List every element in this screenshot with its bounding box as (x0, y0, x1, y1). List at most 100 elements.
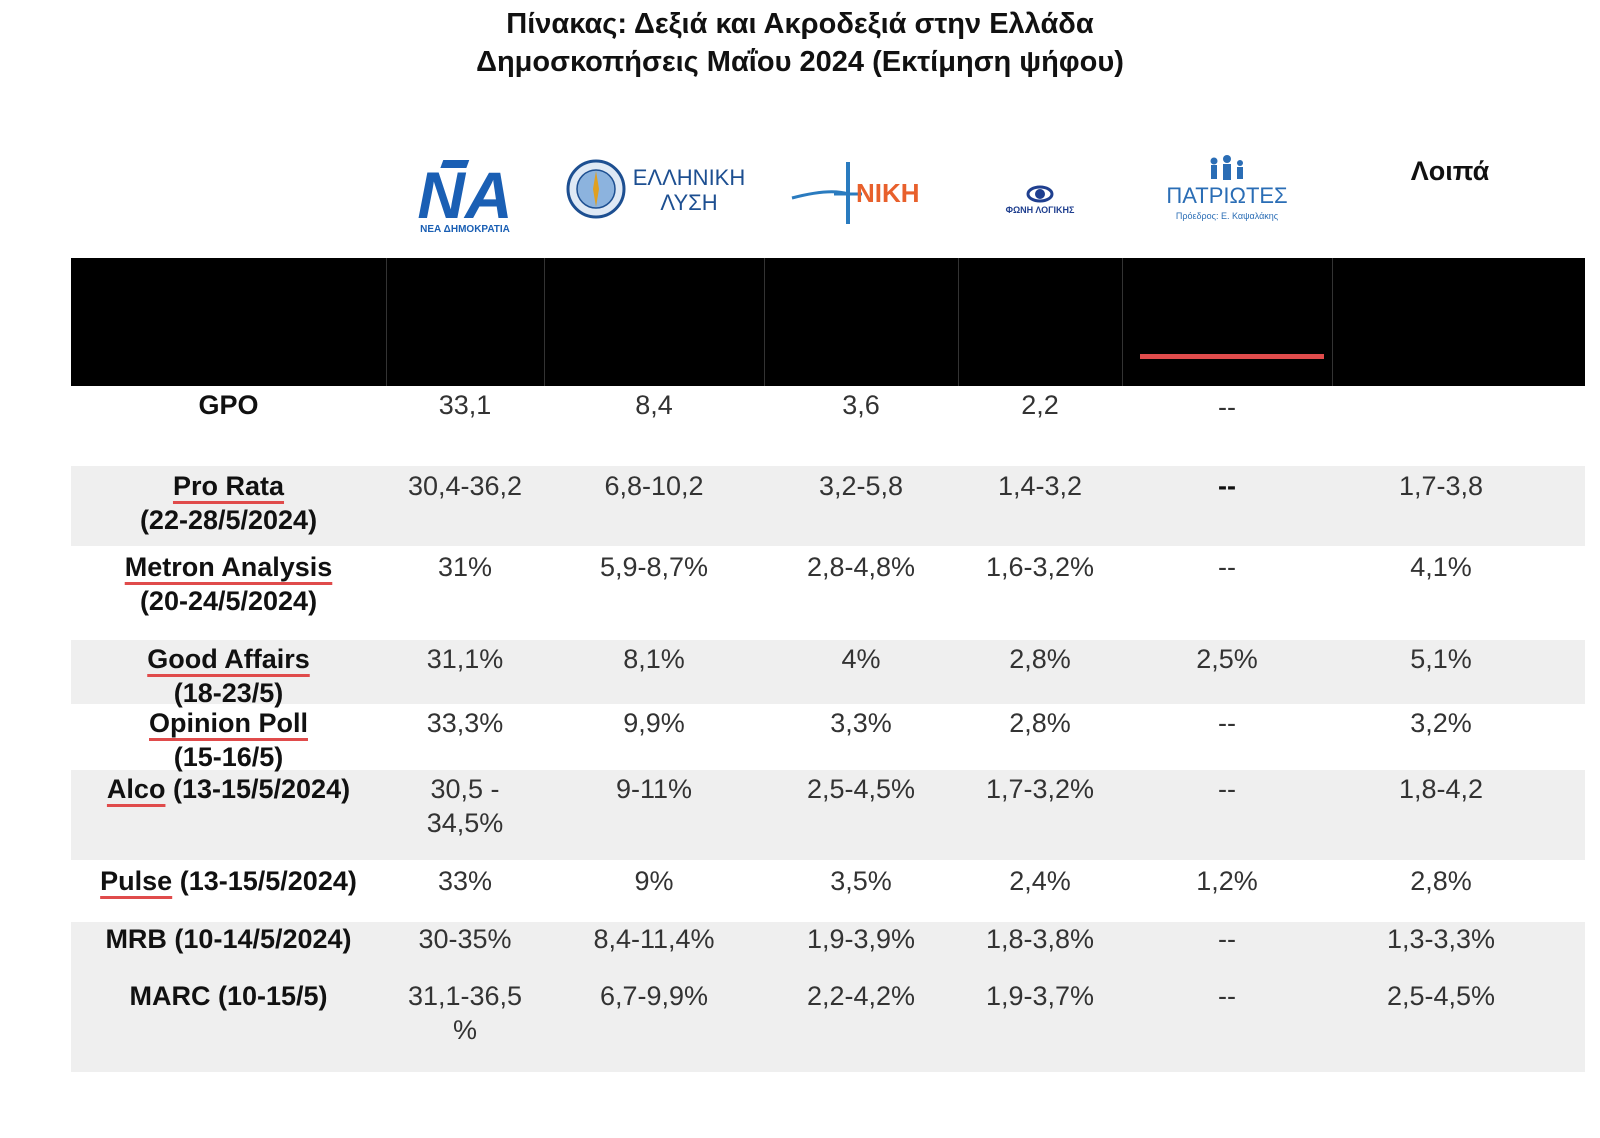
value-niki: 3,6 (842, 390, 880, 420)
value-patriotes: -- (1218, 708, 1236, 738)
others-header: Λοιπά (1410, 156, 1490, 186)
pollster-name: Metron Analysis (124, 552, 333, 582)
svg-text:ΝΙΚΗ: ΝΙΚΗ (856, 178, 920, 208)
value-nd: 33,3% (426, 708, 504, 738)
value-nd: 31% (437, 552, 493, 582)
pollster-cell: Pulse (13-15/5/2024) (71, 864, 386, 898)
value-el: 6,8-10,2 (604, 471, 704, 501)
svg-text:ΛΥΣΗ: ΛΥΣΗ (660, 190, 717, 215)
value-foni: 2,8% (1009, 644, 1071, 674)
svg-text:ΦΩΝΗ ΛΟΓΙΚΗΣ: ΦΩΝΗ ΛΟΓΙΚΗΣ (1006, 205, 1075, 215)
value-patriotes: -- (1218, 552, 1236, 582)
value-el: 8,4 (635, 390, 673, 420)
table-subtitle: Δημοσκοπήσεις Μαΐου 2024 (Εκτίμηση ψήφου… (476, 46, 1124, 78)
poll-date: (20-24/5/2024) (139, 586, 318, 616)
value-niki: 3,5% (830, 866, 892, 896)
value-foni: 2,4% (1009, 866, 1071, 896)
value-others: 3,2% (1410, 708, 1472, 738)
value-nd: 30-35% (418, 924, 512, 954)
value-others: 2,8% (1410, 866, 1472, 896)
elliniki-lysi-logo: ΕΛΛΗΝΙΚΗ ΛΥΣΗ (562, 155, 757, 225)
value-niki: 2,2-4,2% (806, 981, 916, 1011)
value-el: 6,7-9,9% (599, 981, 709, 1011)
value-el: 8,4-11,4% (593, 924, 715, 954)
value-others: 1,7-3,8 (1398, 471, 1484, 501)
value-foni: 2,2 (1021, 390, 1059, 420)
value-el: 9% (634, 866, 674, 896)
value-patriotes: -- (1218, 392, 1236, 422)
pollster-name: Pro Rata (172, 471, 285, 501)
value-el: 9-11% (615, 774, 693, 804)
value-others: 4,1% (1410, 552, 1472, 582)
svg-text:ΠΑΤΡΙΩΤΕΣ: ΠΑΤΡΙΩΤΕΣ (1166, 183, 1287, 208)
value-foni: 1,7-3,2% (985, 774, 1095, 804)
pollster-cell: Opinion Poll (15-16/5) (71, 706, 386, 774)
table-row (71, 860, 1585, 922)
patriotes-logo: ΠΑΤΡΙΩΤΕΣ Πρόεδρος: Ε. Καψαλάκης (1165, 155, 1290, 230)
value-el: 8,1% (623, 644, 685, 674)
nd-logo: ΝΑ ΝΕΑ ΔΗΜΟΚΡΑΤΙΑ (408, 158, 523, 238)
pollster-name: GPO (198, 390, 259, 420)
value-nd: 30,5 -34,5% (426, 774, 504, 838)
foni-logikis-logo-icon: ΦΩΝΗ ΛΟΓΙΚΗΣ (1006, 185, 1075, 215)
pollster-name: Good Affairs (147, 644, 310, 674)
pollster-name: MRB (10-14/5/2024) (105, 924, 352, 954)
pollster-name: Opinion Poll (149, 708, 308, 738)
elliniki-lysi-logo-icon: ΕΛΛΗΝΙΚΗ ΛΥΣΗ (566, 159, 746, 219)
table-row (71, 770, 1585, 860)
table-row (71, 640, 1585, 704)
table-row (71, 386, 1585, 466)
pollster-cell: Pro Rata (22-28/5/2024) (71, 469, 386, 537)
poll-date: (13-15/5/2024) (172, 774, 351, 804)
value-patriotes: -- (1218, 924, 1236, 954)
value-others: 5,1% (1410, 644, 1472, 674)
poll-date: (15-16/5) (173, 742, 284, 772)
value-nd: 33,1 (438, 390, 492, 420)
value-others: 2,5-4,5% (1386, 981, 1496, 1011)
svg-text:ΕΛΛΗΝΙΚΗ: ΕΛΛΗΝΙΚΗ (633, 165, 746, 190)
table-row (71, 466, 1585, 546)
header-bar (71, 258, 1585, 386)
svg-text:ΝΑ: ΝΑ (417, 158, 512, 232)
value-foni: 1,4-3,2 (997, 471, 1083, 501)
value-foni: 1,9-3,7% (985, 981, 1095, 1011)
table-title: Πίνακας: Δεξιά και Ακροδεξιά στην Ελλάδα (506, 8, 1094, 40)
pollster-name: MARC (10-15/5) (129, 981, 328, 1011)
value-nd: 31,1% (426, 644, 504, 674)
poll-date: (22-28/5/2024) (139, 505, 318, 535)
patriotes-logo-icon: ΠΑΤΡΙΩΤΕΣ Πρόεδρος: Ε. Καψαλάκης (1166, 155, 1288, 221)
table-row (71, 704, 1585, 770)
value-niki: 1,9-3,9% (806, 924, 916, 954)
value-patriotes: -- (1218, 981, 1236, 1011)
value-foni: 2,8% (1009, 708, 1071, 738)
table-row (71, 546, 1585, 640)
value-el: 5,9-8,7% (599, 552, 709, 582)
value-nd: 31,1-36,5% (407, 981, 523, 1045)
value-foni: 1,8-3,8% (985, 924, 1095, 954)
value-patriotes: 1,2% (1196, 866, 1258, 896)
pollster-name: Alco (106, 774, 166, 804)
value-nd: 33% (437, 866, 493, 896)
poll-date: (13-15/5/2024) (179, 866, 357, 896)
svg-text:ΝΕΑ ΔΗΜΟΚΡΑΤΙΑ: ΝΕΑ ΔΗΜΟΚΡΑΤΙΑ (420, 224, 510, 235)
value-patriotes: -- (1218, 471, 1236, 501)
pollster-name: Pulse (100, 866, 173, 896)
value-niki: 2,5-4,5% (806, 774, 916, 804)
value-others: 1,3-3,3% (1386, 924, 1496, 954)
pollster-cell: Good Affairs (18-23/5) (71, 642, 386, 710)
foni-logikis-logo: ΦΩΝΗ ΛΟΓΙΚΗΣ (988, 183, 1093, 223)
poll-date: (18-23/5) (173, 678, 284, 708)
svg-text:Πρόεδρος: Ε. Καψαλάκης: Πρόεδρος: Ε. Καψαλάκης (1176, 211, 1279, 221)
value-patriotes: -- (1218, 774, 1236, 804)
value-niki: 4% (841, 644, 881, 674)
value-nd: 30,4-36,2 (407, 471, 523, 501)
value-niki: 2,8-4,8% (806, 552, 916, 582)
value-niki: 3,3% (830, 708, 892, 738)
value-others: 1,8-4,2 (1398, 774, 1484, 804)
spellcheck-underline (1140, 354, 1324, 359)
pollster-cell: Alco (13-15/5/2024) (71, 772, 386, 806)
value-niki: 3,2-5,8 (818, 471, 904, 501)
value-el: 9,9% (623, 708, 685, 738)
niki-logo: ΝΙΚΗ (790, 158, 940, 228)
value-patriotes: 2,5% (1196, 644, 1258, 674)
